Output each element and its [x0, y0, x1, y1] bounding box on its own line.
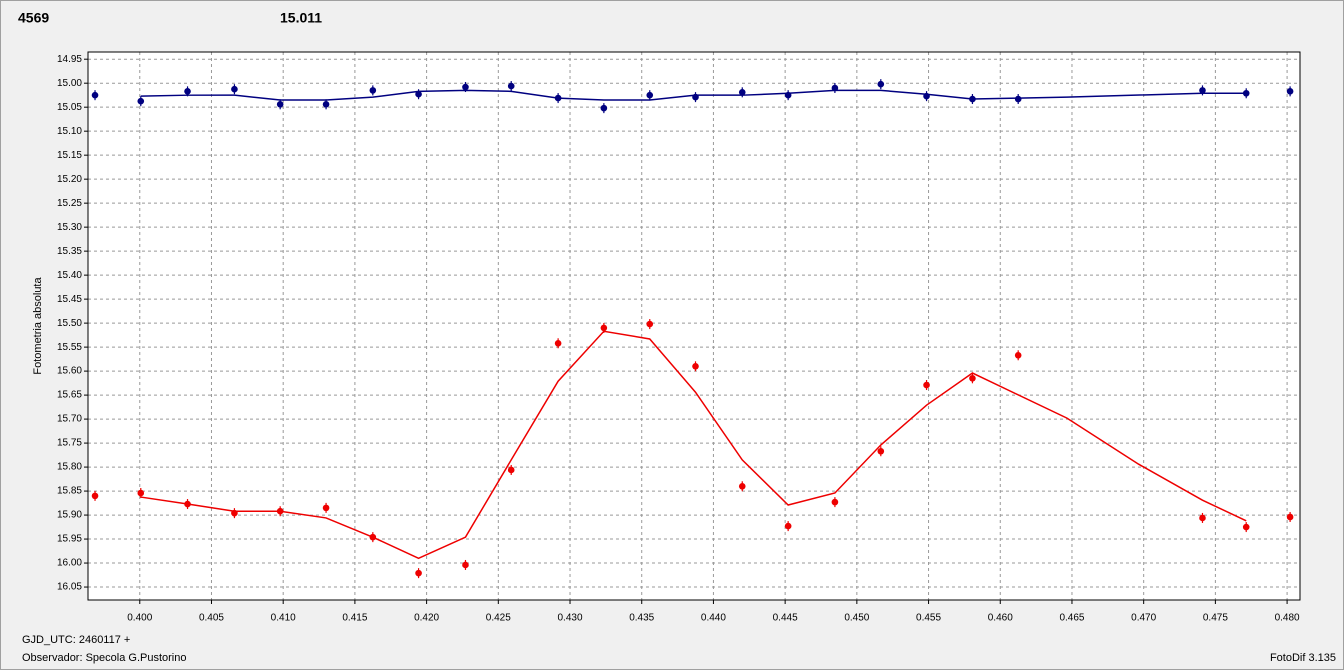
x-tick-label: 0.465: [1059, 613, 1084, 624]
y-tick-label: 15.95: [57, 534, 82, 545]
y-tick-label: 15.25: [57, 198, 82, 209]
data-point: [831, 84, 839, 92]
data-point: [276, 507, 284, 515]
data-point: [91, 91, 99, 99]
y-tick-label: 15.75: [57, 438, 82, 449]
footer-text: GJD_UTC: 2460117 +: [22, 634, 130, 646]
data-point: [784, 522, 792, 530]
data-point: [1286, 88, 1294, 95]
data-point: [462, 561, 469, 569]
data-point: [784, 91, 792, 99]
x-tick-label: 0.470: [1131, 613, 1156, 624]
data-point: [969, 375, 976, 382]
x-tick-label: 0.445: [773, 613, 798, 624]
data-point: [831, 498, 839, 506]
data-point: [646, 320, 654, 328]
x-tick-label: 0.440: [701, 613, 726, 624]
y-tick-label: 14.95: [57, 54, 82, 65]
data-point: [1014, 351, 1022, 359]
x-tick-label: 0.480: [1275, 613, 1300, 624]
data-point: [507, 466, 515, 474]
data-point: [1242, 89, 1250, 97]
y-axis-title: Fotometria absoluta: [32, 277, 44, 375]
data-point: [276, 101, 284, 108]
footer-text: FotoDif 3.135: [1270, 652, 1336, 664]
y-tick-label: 16.05: [57, 582, 82, 593]
x-tick-label: 0.400: [127, 613, 152, 624]
data-point: [1014, 95, 1022, 103]
data-point: [738, 89, 746, 96]
data-point: [600, 324, 608, 332]
data-point: [231, 509, 238, 517]
x-tick-label: 0.420: [414, 613, 439, 624]
x-tick-label: 0.450: [844, 613, 869, 624]
y-tick-label: 15.70: [57, 414, 82, 425]
plot-area: [88, 52, 1300, 600]
x-tick-label: 0.410: [271, 613, 296, 624]
data-point: [646, 91, 654, 99]
data-point: [1242, 523, 1250, 531]
y-tick-label: 15.35: [57, 246, 82, 257]
data-point: [184, 88, 191, 95]
data-point: [969, 95, 976, 103]
y-tick-label: 15.20: [57, 174, 82, 185]
y-tick-label: 15.90: [57, 510, 82, 521]
y-tick-label: 15.40: [57, 270, 82, 281]
y-tick-label: 15.80: [57, 462, 82, 473]
y-tick-label: 15.55: [57, 342, 82, 353]
y-tick-label: 15.00: [57, 78, 82, 89]
footer-text: Observador: Specola G.Pustorino: [22, 652, 186, 664]
y-tick-label: 15.45: [57, 294, 82, 305]
data-point: [231, 85, 238, 93]
legend-label: 15.011: [280, 10, 322, 26]
y-tick-label: 15.05: [57, 102, 82, 113]
data-point: [415, 569, 422, 577]
x-tick-label: 0.460: [988, 613, 1013, 624]
data-point: [877, 447, 885, 455]
legend-label: 4569: [18, 10, 49, 26]
data-point: [184, 500, 191, 508]
data-point: [923, 92, 930, 100]
plot-border: [87, 51, 1301, 601]
data-point: [137, 489, 145, 497]
data-point: [322, 101, 330, 108]
y-tick-label: 15.50: [57, 318, 82, 329]
fit-line: [140, 330, 1247, 560]
y-tick-label: 15.65: [57, 390, 82, 401]
y-tick-label: 15.15: [57, 150, 82, 161]
x-tick-label: 0.405: [199, 613, 224, 624]
data-point: [692, 93, 699, 101]
data-point: [923, 381, 930, 389]
data-point: [507, 82, 515, 90]
x-tick-label: 0.430: [558, 613, 583, 624]
data-point: [369, 87, 377, 94]
x-tick-label: 0.435: [629, 613, 654, 624]
data-point: [877, 80, 885, 88]
data-point: [738, 482, 746, 490]
data-point: [692, 363, 699, 370]
y-tick-label: 15.30: [57, 222, 82, 233]
data-point: [554, 94, 562, 102]
data-point: [1286, 513, 1294, 521]
data-point: [137, 97, 145, 105]
y-tick-label: 15.85: [57, 486, 82, 497]
data-point: [369, 533, 377, 541]
x-tick-label: 0.415: [342, 613, 367, 624]
data-point: [415, 90, 422, 98]
data-point: [1199, 87, 1206, 94]
x-tick-label: 0.425: [486, 613, 511, 624]
data-point: [91, 492, 99, 500]
y-tick-label: 15.10: [57, 126, 82, 137]
data-point: [1199, 514, 1206, 522]
x-tick-label: 0.475: [1203, 613, 1228, 624]
y-tick-label: 16.00: [57, 558, 82, 569]
x-tick-label: 0.455: [916, 613, 941, 624]
data-point: [462, 83, 469, 91]
data-point: [600, 104, 608, 112]
y-tick-label: 15.60: [57, 366, 82, 377]
data-point: [554, 339, 562, 347]
data-point: [322, 504, 330, 512]
